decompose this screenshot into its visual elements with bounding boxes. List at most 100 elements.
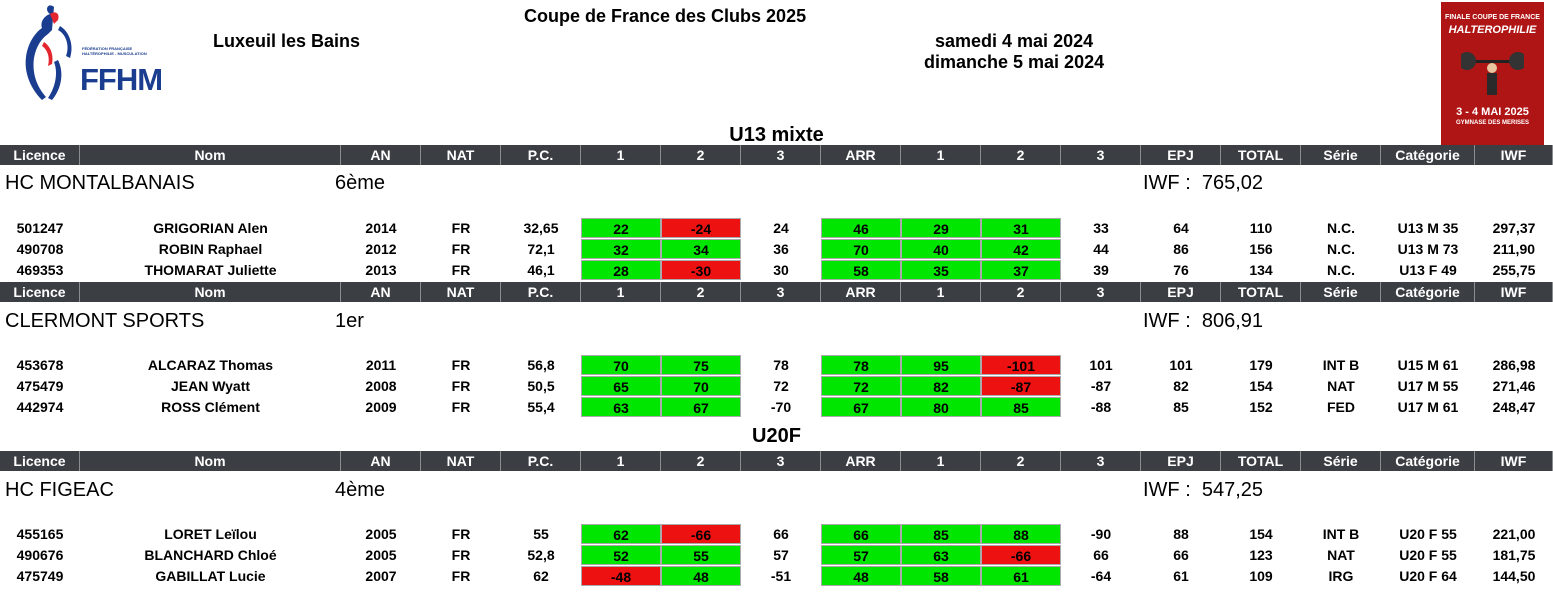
column-header: 3	[1061, 145, 1141, 165]
table-cell: 82	[1173, 378, 1189, 394]
table-cell: 30	[773, 262, 789, 278]
club-rank: 1er	[335, 310, 364, 332]
table-cell: INT B	[1322, 357, 1360, 373]
club-iwf-score: IWF : 806,91	[1143, 310, 1264, 332]
column-header: 2	[661, 145, 741, 165]
table-cell: FR	[451, 399, 471, 415]
column-header: P.C.	[501, 451, 581, 471]
table-cell: 72	[773, 378, 789, 394]
table-cell: 52,8	[527, 547, 555, 563]
table-cell: -88	[1090, 399, 1112, 415]
table-cell: -51	[770, 568, 792, 584]
club-iwf-score: IWF : 547,25	[1143, 479, 1264, 501]
lift-success-cell: 57	[821, 545, 901, 565]
lift-success-cell: 72	[821, 376, 901, 396]
table-cell: 2009	[365, 399, 397, 415]
poster-line2: HALTEROPHILIE	[1448, 24, 1537, 36]
table-cell: U13 M 73	[1397, 241, 1459, 257]
athlete-row: 490676 BLANCHARD Chloé 2005 FR 52,8 52 55 57 57 6…	[0, 545, 1553, 565]
table-cell: 33	[1093, 220, 1109, 236]
column-header: TOTAL	[1221, 282, 1301, 302]
table-cell: 110	[1249, 220, 1273, 236]
table-cell: 134	[1249, 262, 1273, 278]
table-cell: 50,5	[527, 378, 555, 394]
table-cell: 24	[773, 220, 789, 236]
column-header: IWF	[1475, 451, 1553, 471]
table-cell: 297,37	[1492, 220, 1536, 236]
table-cell: N.C.	[1327, 220, 1355, 236]
table-cell: IRG	[1328, 568, 1354, 584]
table-cell: 2012	[365, 241, 397, 257]
table-cell: 66	[1173, 547, 1189, 563]
table-cell: 46,1	[527, 262, 555, 278]
column-header: Série	[1301, 451, 1381, 471]
page-title: Coupe de France des Clubs 2025	[524, 6, 807, 26]
section-title: U13 mixte	[729, 124, 824, 146]
club-name: HC MONTALBANAIS	[5, 172, 195, 194]
table-cell: 55,4	[527, 399, 555, 415]
lift-success-cell: 40	[901, 239, 981, 259]
table-cell: 101	[1169, 357, 1193, 373]
table-cell: U15 M 61	[1397, 357, 1459, 373]
column-header: 2	[661, 451, 741, 471]
table-cell: FR	[451, 526, 471, 542]
athlete-row: 475479 JEAN Wyatt 2008 FR 50,5 65 70 72 72 82 -87-…	[0, 376, 1553, 396]
lift-success-cell: 85	[981, 397, 1061, 417]
table-cell: 66	[773, 526, 789, 542]
ffhm-logo: FÉDÉRATION FRANÇAISE HALTÉROPHILIE - MUS…	[14, 2, 163, 112]
athlete-row: 455165 LORET Leïlou 2005 FR 55 62 -66 66 66 85 88-…	[0, 524, 1553, 544]
table-cell: 211,90	[1492, 241, 1536, 257]
table-cell: FR	[451, 220, 471, 236]
table-cell: U20 F 64	[1399, 568, 1457, 584]
column-header: EPJ	[1141, 451, 1221, 471]
table-cell: FED	[1327, 399, 1355, 415]
lift-success-cell: 65	[581, 376, 661, 396]
table-cell: FR	[451, 241, 471, 257]
table-cell: THOMARAT Juliette	[144, 262, 277, 278]
table-cell: 66	[1093, 547, 1109, 563]
table-cell: 44	[1093, 241, 1109, 257]
column-header: Nom	[80, 451, 341, 471]
column-header: Catégorie	[1381, 282, 1475, 302]
table-cell: FR	[451, 547, 471, 563]
lift-success-cell: 46	[821, 218, 901, 238]
table-cell: 32,65	[523, 220, 559, 236]
lift-success-cell: 80	[901, 397, 981, 417]
table-cell: FR	[451, 262, 471, 278]
date-saturday: samedi 4 mai 2024	[935, 31, 1094, 51]
table-cell: 475749	[16, 568, 64, 584]
lift-fail-cell: -66	[981, 545, 1061, 565]
lift-success-cell: 28	[581, 260, 661, 280]
weightlifter-icon	[1461, 52, 1524, 95]
table-cell: 152	[1249, 399, 1273, 415]
table-cell: INT B	[1322, 526, 1360, 542]
table-cell: 271,46	[1492, 378, 1536, 394]
table-cell: 56,8	[527, 357, 555, 373]
table-cell: FR	[451, 357, 471, 373]
table-cell: 55	[533, 526, 549, 542]
column-header: 3	[741, 145, 821, 165]
lift-success-cell: 42	[981, 239, 1061, 259]
lift-success-cell: 67	[821, 397, 901, 417]
table-cell: 453678	[16, 357, 64, 373]
lift-success-cell: 34	[661, 239, 741, 259]
column-header: Catégorie	[1381, 145, 1475, 165]
lift-fail-cell: -66	[661, 524, 741, 544]
club-rank: 6ème	[335, 172, 386, 194]
table-cell: NAT	[1327, 547, 1355, 563]
poster-line4: GYMNASE DES MERISES	[1455, 120, 1529, 126]
lift-success-cell: 62	[581, 524, 661, 544]
column-header: NAT	[421, 145, 501, 165]
lift-success-cell: 48	[821, 566, 901, 586]
lift-success-cell: 37	[981, 260, 1061, 280]
lift-fail-cell: -30	[661, 260, 741, 280]
column-header: 2	[981, 282, 1061, 302]
column-header: ARR	[821, 145, 901, 165]
table-cell: 78	[773, 357, 789, 373]
lift-success-cell: 70	[581, 355, 661, 375]
table-cell: 179	[1249, 357, 1273, 373]
column-header: Licence	[0, 145, 80, 165]
table-cell: 76	[1173, 262, 1189, 278]
athlete-row: 475749 GABILLAT Lucie 2007 FR 62 -48 48 -51 48 58…	[0, 566, 1553, 586]
table-cell: N.C.	[1327, 262, 1355, 278]
